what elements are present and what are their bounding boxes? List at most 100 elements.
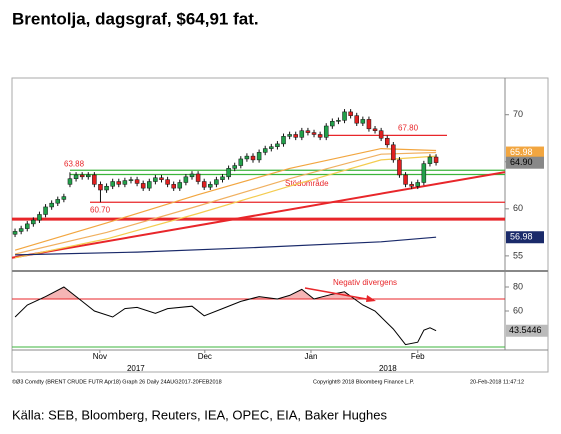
candle-body — [256, 152, 262, 161]
candle-body — [305, 130, 311, 133]
candle-body — [31, 219, 36, 225]
candle-body — [317, 134, 323, 138]
candle-body — [177, 182, 183, 189]
arrow-head — [366, 295, 376, 302]
candle-body — [348, 111, 353, 116]
candle-body — [49, 202, 54, 208]
candle-body — [122, 180, 128, 185]
x-year-label: 2017 — [127, 364, 145, 373]
candle-body — [226, 168, 231, 178]
candle-body — [86, 174, 91, 178]
candle-body — [195, 173, 201, 182]
candle-body — [189, 173, 195, 178]
x-year-label: 2018 — [379, 364, 397, 373]
candle-body — [311, 132, 317, 135]
footer: ©Ø3 Comdty (BRENT CRUDE FUTR Apr18) Grap… — [12, 378, 222, 385]
x-tick-label: Nov — [93, 352, 107, 361]
candle-body — [299, 130, 305, 138]
candle-body — [25, 223, 30, 229]
y-tick-label: 70 — [513, 109, 523, 119]
rsi-label: 43.5446 — [509, 325, 542, 335]
rsi-overbought-fill — [15, 287, 437, 299]
candle-body — [116, 181, 122, 185]
candle-body — [342, 111, 347, 121]
chart-title: Brentolja, dagsgraf, $64,91 fat. — [12, 9, 259, 28]
candle-body — [183, 176, 189, 183]
candle-body — [403, 174, 408, 185]
candle-body — [330, 121, 335, 127]
candle-body — [12, 231, 18, 235]
candle-body — [55, 199, 61, 204]
zone-label: Stödområde — [285, 179, 329, 188]
candle-body — [153, 177, 158, 182]
candle-body — [427, 156, 433, 164]
x-tick-label: Feb — [411, 352, 425, 361]
candle-body — [269, 146, 274, 149]
candle-body — [244, 155, 250, 160]
y-tick-label: 55 — [513, 250, 523, 260]
rsi-line — [14, 286, 437, 346]
candle-body — [18, 228, 24, 232]
candle-body — [208, 184, 213, 188]
candle-body — [140, 183, 146, 189]
y-tick-label: 60 — [513, 203, 523, 213]
price-box — [506, 156, 544, 169]
level-label: 63.88 — [64, 159, 85, 168]
trendline — [11, 171, 506, 259]
moving-average — [14, 155, 437, 259]
moving-average — [14, 147, 437, 251]
candle-body — [421, 163, 427, 183]
candle-body — [165, 179, 170, 185]
candle-body — [336, 120, 341, 122]
candle-body — [98, 184, 103, 191]
candle-body — [397, 159, 402, 176]
candle-body — [293, 134, 298, 138]
candle-body — [128, 179, 134, 181]
candle-body — [232, 165, 237, 169]
candle-body — [37, 214, 42, 221]
price-label: 64.90 — [510, 157, 533, 167]
x-tick-label: Jan — [305, 352, 318, 361]
candle-body — [415, 182, 420, 187]
y-tick-label: 60 — [513, 305, 523, 315]
price-box — [506, 231, 544, 244]
candle-body — [79, 174, 85, 178]
candle-body — [238, 158, 244, 166]
rsi-box — [506, 324, 548, 337]
footer: 20-Feb-2018 11:47:12 — [470, 379, 524, 385]
candle-body — [323, 125, 329, 138]
frame — [11, 77, 549, 373]
candle-body — [354, 115, 359, 124]
price-label: 65.98 — [510, 147, 533, 157]
candle-body — [43, 206, 48, 215]
footer: Copyright® 2018 Bloomberg Finance L.P. — [313, 378, 415, 385]
level-label: 67.80 — [398, 124, 419, 133]
candle-body — [384, 137, 390, 146]
candle-body — [360, 119, 366, 124]
candle-body — [378, 130, 384, 139]
candle-body — [67, 178, 73, 185]
y-tick-label: 80 — [513, 281, 523, 291]
candle-body — [214, 179, 219, 185]
moving-average — [15, 236, 437, 256]
candle-body — [110, 181, 115, 187]
candle-body — [220, 176, 225, 180]
candle-body — [92, 174, 97, 185]
candle-body — [366, 119, 372, 130]
candle-body — [134, 179, 140, 184]
candle-body — [372, 128, 378, 131]
source: Källa: SEB, Bloomberg, Reuters, IEA, OPE… — [12, 407, 388, 422]
divergence-arrow — [304, 287, 373, 301]
moving-average — [14, 151, 437, 255]
candle-body — [275, 143, 280, 147]
candle-body — [409, 184, 414, 187]
candle-body — [433, 156, 439, 163]
level-label: 60.70 — [90, 205, 111, 214]
price-box — [506, 146, 544, 159]
candle-body — [147, 181, 152, 189]
candle-body — [391, 144, 396, 161]
candle-body — [287, 134, 292, 137]
candle-body — [250, 155, 256, 161]
candle-body — [281, 136, 286, 145]
